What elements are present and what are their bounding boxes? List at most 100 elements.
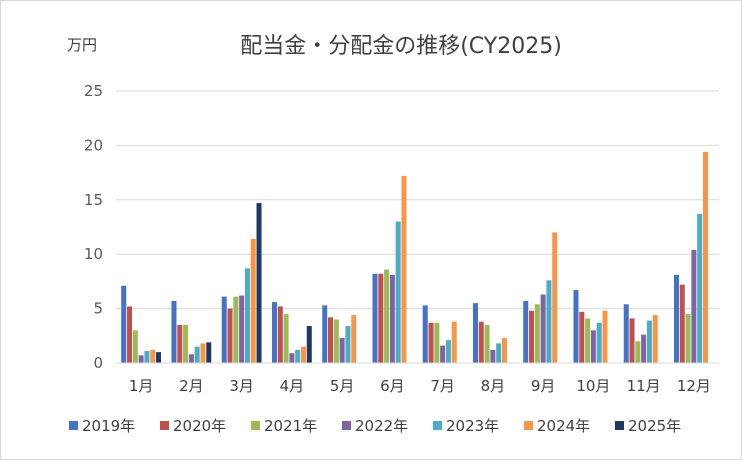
bar xyxy=(478,321,484,363)
bar xyxy=(188,354,194,363)
bar xyxy=(635,341,641,363)
x-tick-label: 12月 xyxy=(677,377,711,395)
bar xyxy=(132,330,138,363)
bar xyxy=(183,324,189,363)
bar xyxy=(300,346,306,363)
bar xyxy=(121,285,127,363)
x-tick-label: 2月 xyxy=(179,377,204,395)
y-tick-label: 15 xyxy=(84,191,103,209)
bar xyxy=(529,310,535,363)
bar xyxy=(401,175,407,363)
x-tick-label: 3月 xyxy=(229,377,254,395)
y-tick-label: 25 xyxy=(84,82,103,100)
bar xyxy=(271,302,277,363)
legend-label: 2020年 xyxy=(173,417,226,435)
bar xyxy=(679,284,685,363)
x-tick-label: 6月 xyxy=(380,377,405,395)
legend-label: 2023年 xyxy=(446,417,499,435)
bar xyxy=(585,318,591,363)
legend-swatch xyxy=(160,421,169,430)
bar xyxy=(472,303,478,363)
bar xyxy=(306,326,312,363)
bar xyxy=(422,305,428,363)
bar xyxy=(434,322,440,363)
legend-swatch xyxy=(433,421,442,430)
x-axis-ticks: 1月 2月 3月 4月 5月 6月 7月 8月 9月 10月 11月 12月 xyxy=(129,377,711,395)
legend-label: 2019年 xyxy=(82,417,135,435)
x-tick-label: 10月 xyxy=(576,377,610,395)
y-tick-label: 10 xyxy=(84,245,103,263)
y-tick-label: 0 xyxy=(93,354,103,372)
bars xyxy=(121,151,708,363)
y-tick-label: 5 xyxy=(93,300,103,318)
bar xyxy=(250,238,256,363)
bar xyxy=(523,300,529,363)
bar xyxy=(322,305,328,363)
bar xyxy=(673,274,679,363)
bar xyxy=(623,304,629,363)
bar xyxy=(200,343,206,363)
bar xyxy=(540,294,546,363)
bar xyxy=(590,330,596,363)
bar xyxy=(501,337,507,363)
bar xyxy=(345,326,351,363)
bar xyxy=(389,274,395,363)
bar xyxy=(227,308,233,363)
bar xyxy=(289,353,295,363)
bar xyxy=(295,349,301,363)
legend-swatch xyxy=(69,421,78,430)
bar xyxy=(534,304,540,363)
bar xyxy=(206,342,212,363)
bar xyxy=(596,322,602,363)
bar xyxy=(156,352,162,363)
bar xyxy=(372,273,378,363)
bar xyxy=(702,151,708,363)
bar xyxy=(221,296,227,363)
bar xyxy=(602,310,608,363)
x-tick-label: 9月 xyxy=(531,377,556,395)
legend-label: 2021年 xyxy=(264,417,317,435)
legend: 2019年 2020年 2021年 2022年 2023年 2024年 2025年 xyxy=(69,417,681,435)
bar xyxy=(652,315,658,363)
bar xyxy=(646,320,652,363)
y-axis-ticks: 0 5 10 15 20 25 xyxy=(84,82,103,372)
bar xyxy=(333,319,339,363)
bar xyxy=(440,345,446,363)
bar xyxy=(445,340,451,363)
bar xyxy=(629,318,635,363)
bar xyxy=(177,324,183,363)
bar xyxy=(484,324,490,363)
x-tick-label: 11月 xyxy=(627,377,661,395)
bar xyxy=(546,280,552,363)
legend-swatch xyxy=(615,421,624,430)
legend-swatch xyxy=(342,421,351,430)
legend-swatch xyxy=(251,421,260,430)
chart-title: 配当金・分配金の推移(CY2025) xyxy=(240,34,562,59)
x-tick-label: 1月 xyxy=(129,377,154,395)
bar xyxy=(127,306,133,363)
bar xyxy=(351,315,357,363)
bar xyxy=(384,269,390,363)
legend-swatch xyxy=(524,421,533,430)
bar xyxy=(685,314,691,363)
bar xyxy=(339,337,345,363)
bar xyxy=(150,349,156,363)
bar xyxy=(552,232,558,363)
bar xyxy=(395,221,401,363)
bar xyxy=(171,300,177,363)
bar xyxy=(451,321,457,363)
y-unit-label: 万円 xyxy=(67,36,97,54)
bar xyxy=(194,346,200,363)
bar xyxy=(579,311,585,363)
bar xyxy=(256,203,262,363)
legend-label: 2022年 xyxy=(355,417,408,435)
bar xyxy=(496,343,502,363)
bar xyxy=(233,296,239,363)
bar xyxy=(283,314,289,363)
bar xyxy=(641,334,647,363)
bar xyxy=(490,349,496,363)
legend-label: 2024年 xyxy=(537,417,590,435)
bar xyxy=(691,249,697,363)
